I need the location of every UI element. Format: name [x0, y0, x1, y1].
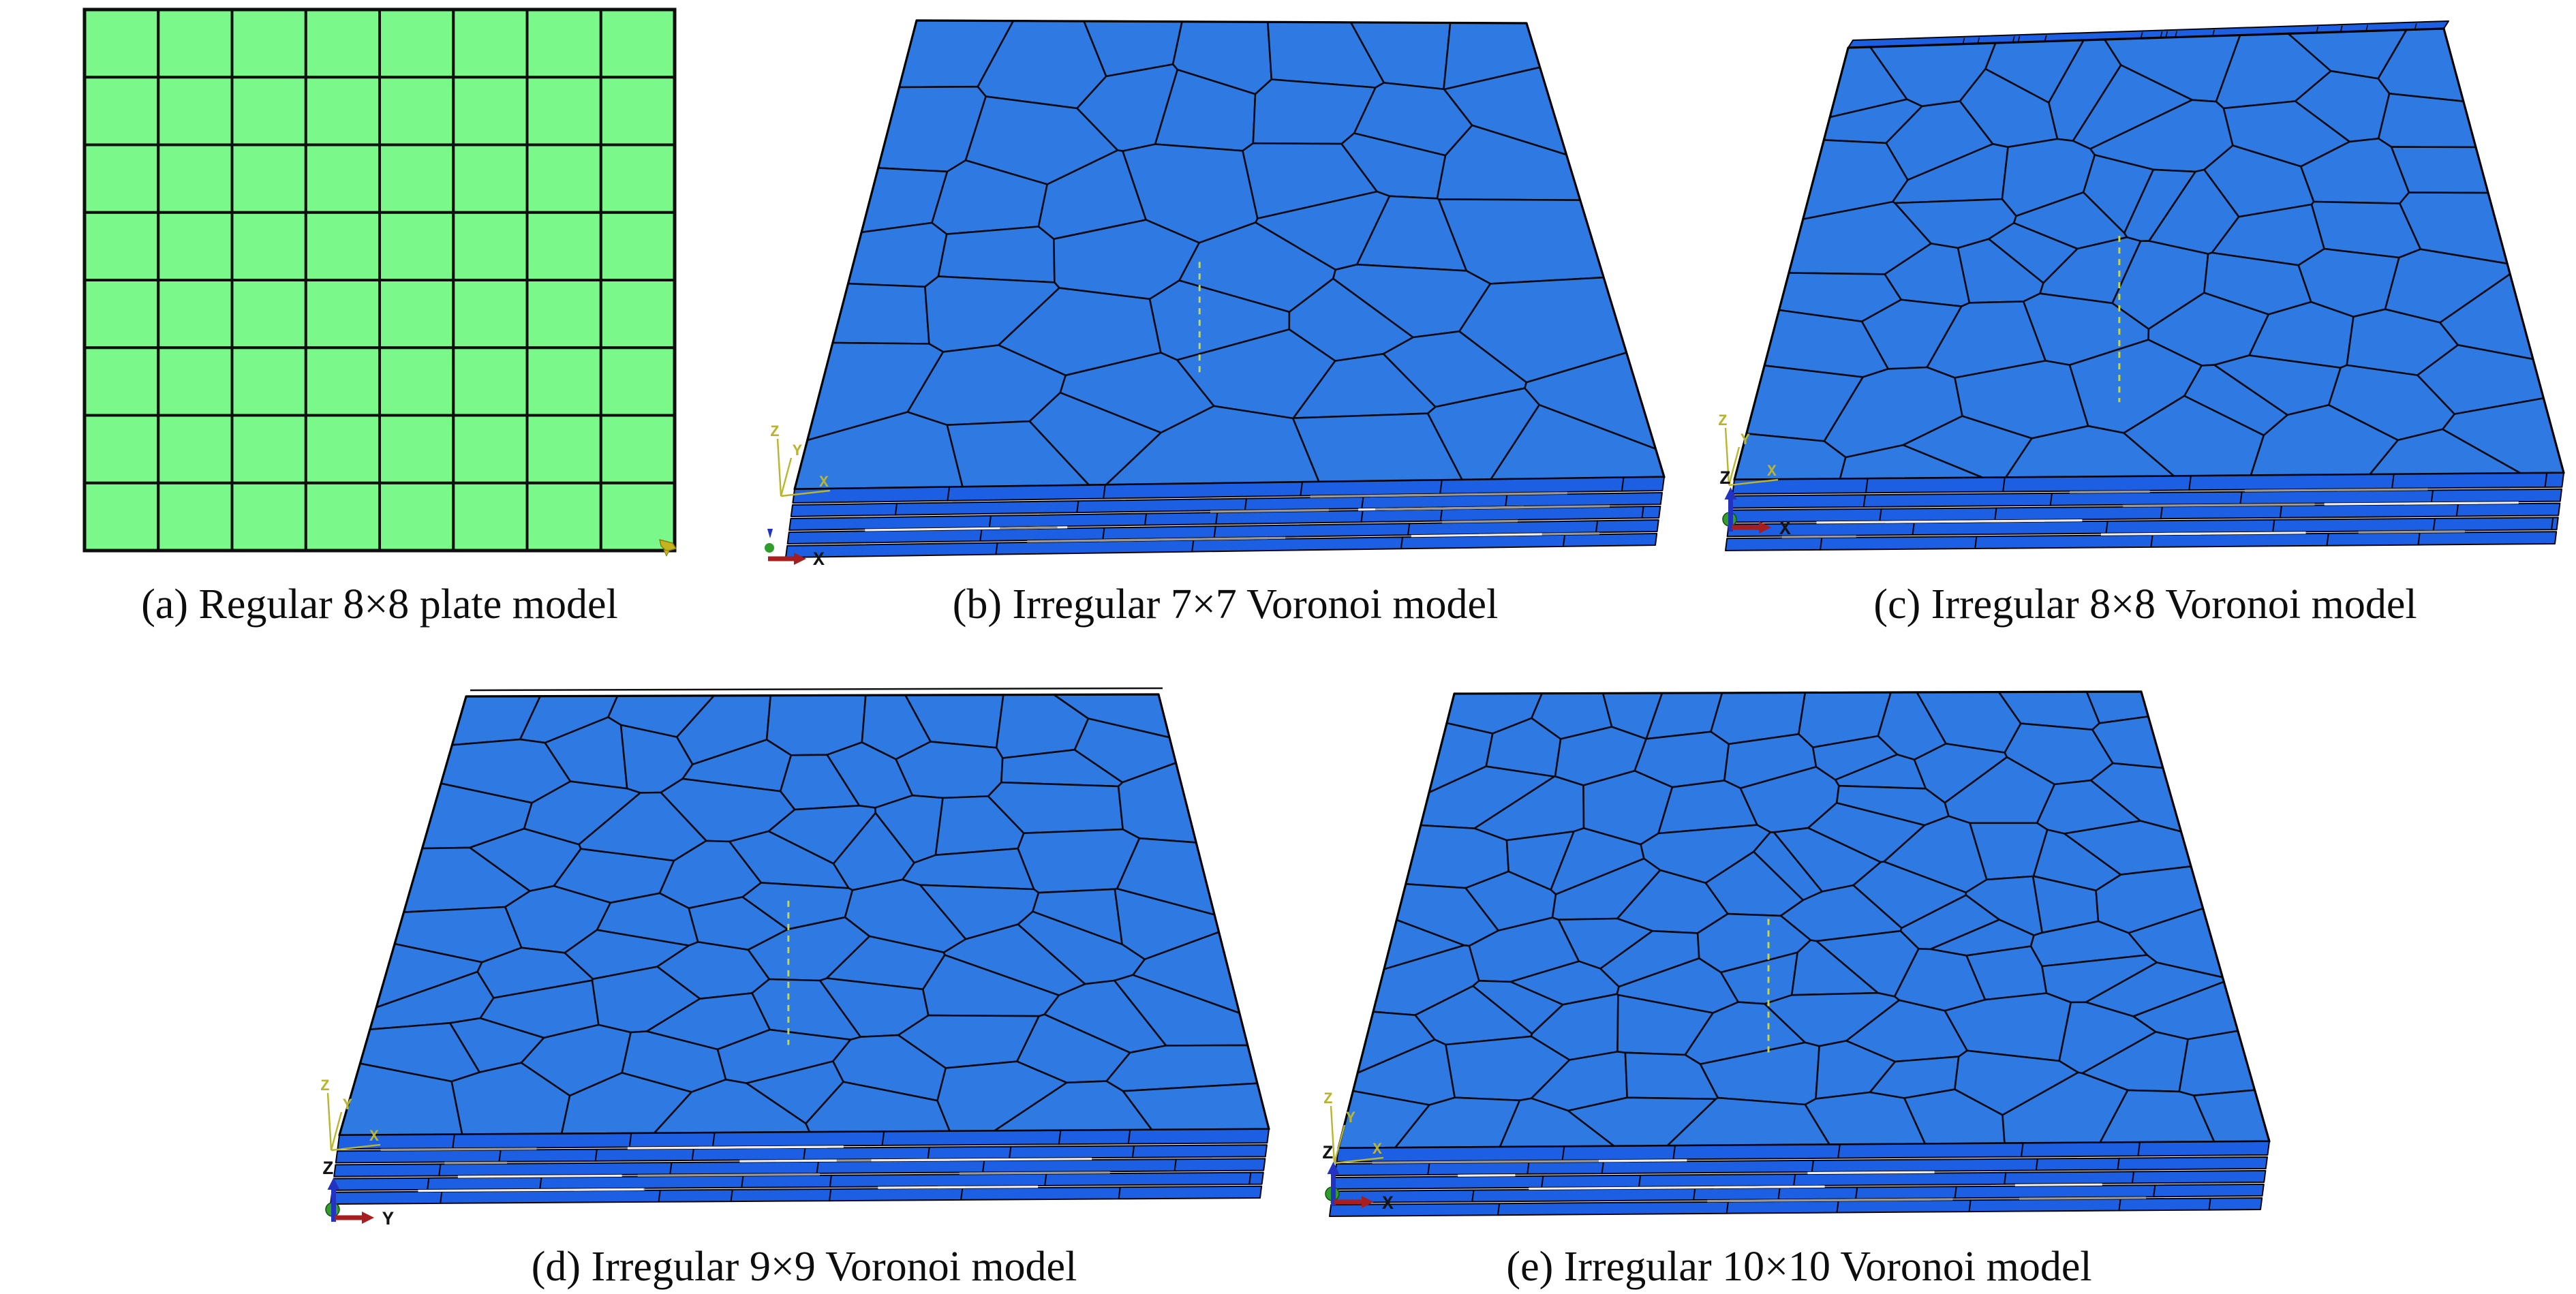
- svg-text:Y: Y: [382, 1210, 394, 1231]
- svg-text:Z: Z: [1719, 469, 1731, 490]
- laminate-front-face: [785, 476, 1665, 558]
- svg-text:X: X: [819, 474, 829, 491]
- svg-text:X: X: [1779, 519, 1791, 540]
- view-orientation-triad-icon: X: [765, 529, 825, 571]
- view-orientation-triad-icon: ZY: [322, 1159, 394, 1231]
- svg-text:Y: Y: [343, 1096, 352, 1114]
- svg-text:Z: Z: [1718, 412, 1728, 430]
- svg-text:X: X: [369, 1128, 379, 1145]
- panel-caption-c: (c) Irregular 8×8 Voronoi model: [1873, 581, 2417, 628]
- laminate-front-face: [1725, 472, 2564, 551]
- voronoi-mesh: [1337, 690, 2271, 1150]
- svg-text:Z: Z: [770, 423, 780, 441]
- view-orientation-triad-icon: ZX: [1322, 1143, 1394, 1215]
- svg-text:Z: Z: [320, 1077, 330, 1095]
- svg-text:X: X: [1767, 463, 1777, 480]
- corner-marker-icon: [659, 539, 677, 557]
- svg-text:Z: Z: [1322, 1143, 1334, 1165]
- panel-a-model: [82, 7, 677, 557]
- svg-text:Y: Y: [793, 442, 802, 460]
- svg-text:Y: Y: [1346, 1109, 1355, 1127]
- panel-caption-e: (e) Irregular 10×10 Voronoi model: [1506, 1244, 2092, 1290]
- laminate-front-face: [1329, 1141, 2270, 1217]
- view-orientation-triad-icon: ZX: [1719, 469, 1791, 540]
- svg-text:X: X: [813, 550, 825, 571]
- datum-axis-triad-icon: ZY X: [1323, 1090, 1384, 1165]
- datum-axis-triad-icon: ZYX: [320, 1077, 381, 1152]
- regular-grid-mesh: [82, 7, 677, 553]
- datum-axis-triad-icon: ZYX: [1718, 412, 1779, 487]
- svg-text:X: X: [1382, 1194, 1394, 1215]
- voronoi-mesh: [793, 19, 1666, 491]
- datum-axis-triad-icon: ZYX: [770, 423, 831, 497]
- voronoi-mesh: [1733, 27, 2565, 481]
- svg-text:Z: Z: [322, 1159, 334, 1180]
- svg-text:Z: Z: [1323, 1090, 1333, 1108]
- svg-text:Y: Y: [1741, 431, 1750, 449]
- laminate-front-face: [330, 1128, 1270, 1205]
- panel-caption-a: (a) Regular 8×8 plate model: [141, 581, 618, 628]
- svg-text:X: X: [1373, 1141, 1382, 1158]
- panel-caption-d: (d) Irregular 9×9 Voronoi model: [531, 1244, 1077, 1290]
- panel-caption-b: (b) Irregular 7×7 Voronoi model: [952, 581, 1499, 628]
- voronoi-mesh: [338, 693, 1270, 1137]
